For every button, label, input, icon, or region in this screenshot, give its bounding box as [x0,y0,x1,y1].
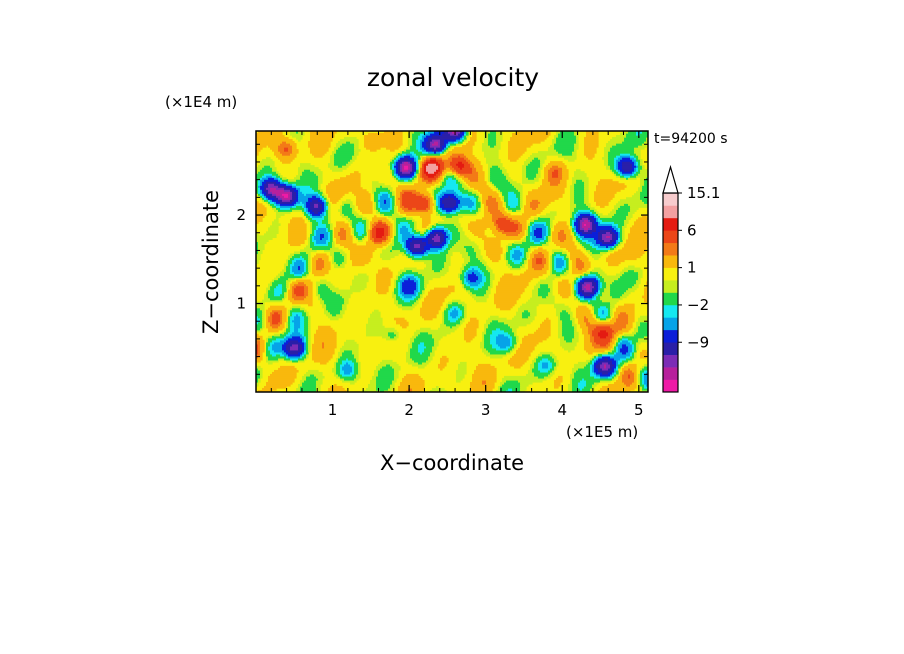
plot-frame [255,130,649,393]
colorbar-swatch [663,342,678,355]
x-tick-label: 2 [404,401,414,419]
colorbar: −9 −2 1 6 15.1 [662,164,720,393]
field-cells [256,131,648,392]
colorbar-swatch [663,230,678,244]
x-tick-label: 3 [481,401,491,419]
colorbar-label: −9 [687,333,709,351]
chart-title: zonal velocity [367,63,539,92]
colorbar-swatch [663,217,678,231]
y-scale-label: (×1E4 m) [165,93,237,111]
colorbar-swatch [663,205,678,219]
colorbar-swatch [663,379,678,393]
colorbar-label: −2 [687,296,709,314]
colorbar-swatch [663,193,678,206]
y-tick-label: 1 [236,295,246,313]
heatmap-field [256,131,648,392]
x-tick-label: 1 [328,401,338,419]
colorbar-label: 15.1 [687,184,720,202]
colorbar-swatch [663,267,678,281]
x-scale-label: (×1E5 m) [566,423,638,441]
x-axis-label: X−coordinate [380,451,524,475]
x-axis: 1 2 3 4 5 [270,131,644,419]
colorbar-swatch [663,354,678,368]
y-tick-label: 2 [236,206,246,224]
time-label: t=94200 s [654,131,728,147]
colorbar-swatch [663,317,678,331]
y-axis: 12 [236,143,648,375]
colorbar-swatch [663,292,678,306]
colorbar-swatch [663,242,678,256]
colorbar-swatch [663,367,678,380]
colorbar-swatch [663,280,678,293]
colorbar-label: 6 [687,221,697,239]
colorbar-swatch [663,255,678,268]
colorbar-label: 1 [687,259,697,277]
y-axis-label: Z−coordinate [199,190,223,334]
x-tick-label: 4 [557,401,567,419]
colorbar-arrow [662,164,679,194]
colorbar-swatch [663,304,678,318]
colorbar-swatch [663,329,678,343]
x-tick-label: 5 [634,401,644,419]
